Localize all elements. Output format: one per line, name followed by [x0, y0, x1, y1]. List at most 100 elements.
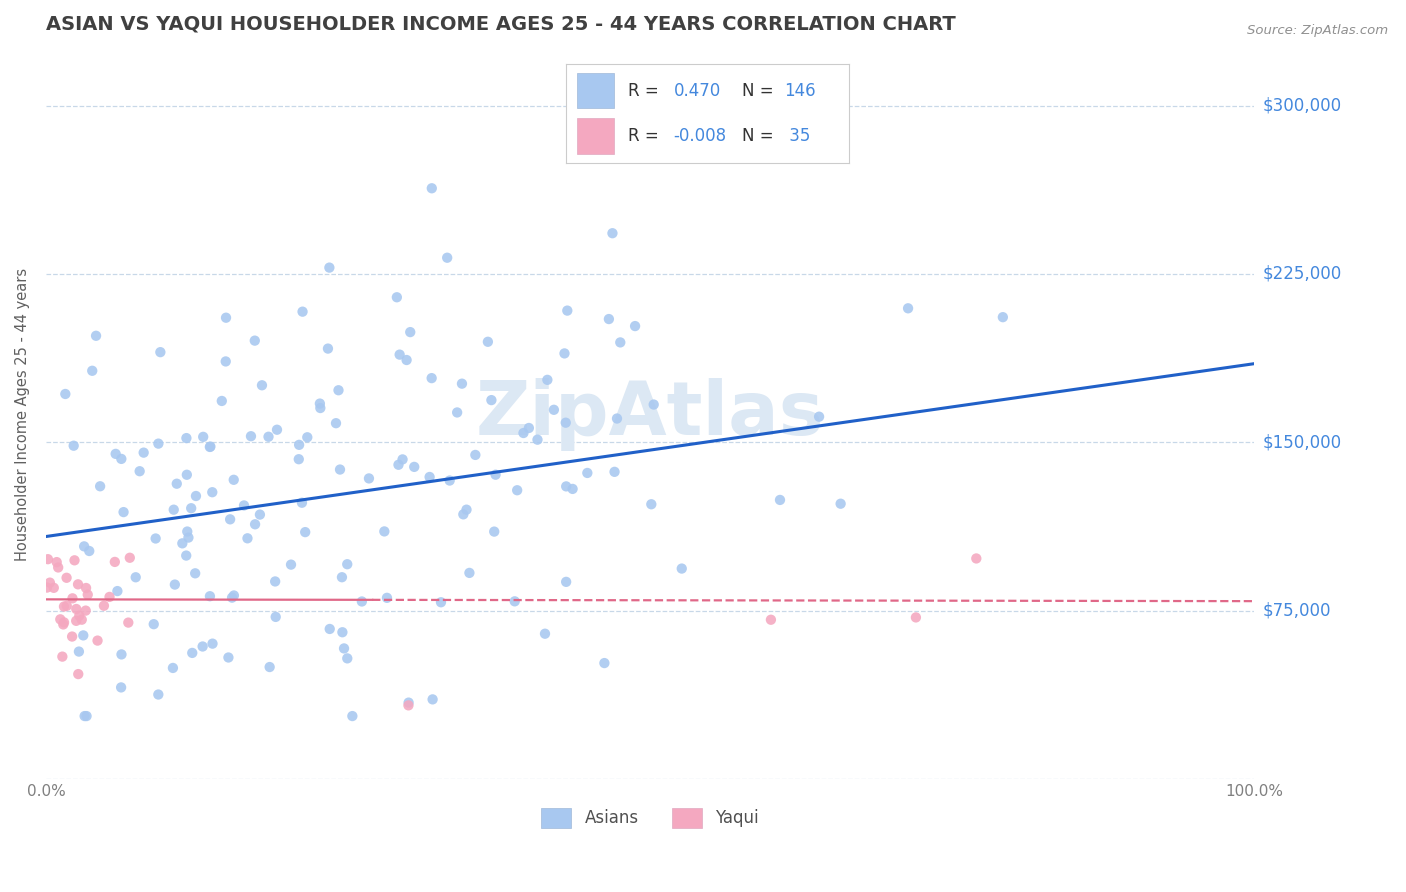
Point — [118, 550, 141, 565]
Point — [396, 698, 419, 713]
Point — [35, 581, 58, 595]
Point — [219, 512, 242, 526]
Point — [419, 470, 441, 484]
Point — [264, 574, 287, 589]
Point — [132, 445, 155, 459]
Point — [606, 411, 628, 425]
Point — [534, 626, 557, 640]
Point — [201, 485, 224, 500]
Point — [439, 474, 461, 488]
Text: $300,000: $300,000 — [1263, 96, 1341, 114]
Point — [464, 448, 486, 462]
Point — [603, 465, 626, 479]
Point — [329, 462, 352, 476]
Point — [211, 394, 233, 409]
Point — [897, 301, 920, 316]
Point — [554, 416, 576, 430]
Point — [65, 602, 87, 616]
Y-axis label: Householder Income Ages 25 - 44 years: Householder Income Ages 25 - 44 years — [15, 268, 30, 561]
Point — [484, 524, 506, 539]
Point — [398, 696, 420, 710]
Point — [336, 558, 359, 572]
Point — [84, 328, 107, 343]
Point — [222, 589, 245, 603]
Point — [243, 334, 266, 348]
Point — [176, 524, 198, 539]
Point — [288, 438, 311, 452]
Point — [759, 613, 782, 627]
Point — [198, 440, 221, 454]
Point — [166, 476, 188, 491]
Point — [309, 401, 332, 415]
Point — [46, 560, 69, 574]
Point — [77, 544, 100, 558]
Point — [243, 517, 266, 532]
Point — [456, 502, 478, 516]
Point — [148, 688, 170, 702]
Point — [536, 373, 558, 387]
Point — [328, 384, 350, 398]
Point — [477, 334, 499, 349]
Point — [215, 310, 238, 325]
Point — [93, 599, 115, 613]
Point — [145, 532, 167, 546]
Point — [291, 496, 314, 510]
Point — [98, 590, 121, 604]
Point — [49, 612, 72, 626]
Point — [671, 561, 693, 575]
Point — [53, 387, 76, 401]
Text: $225,000: $225,000 — [1263, 265, 1341, 283]
Point — [420, 371, 443, 385]
Point — [350, 594, 373, 608]
Point — [55, 599, 77, 613]
Point — [67, 667, 90, 681]
Point — [643, 398, 665, 412]
Point — [375, 591, 398, 605]
Point — [176, 467, 198, 482]
Point — [395, 353, 418, 368]
Point — [184, 566, 207, 581]
Point — [609, 335, 631, 350]
Point — [76, 709, 98, 723]
Point — [624, 319, 647, 334]
Point — [399, 325, 422, 339]
Point — [215, 354, 238, 368]
Point — [181, 646, 204, 660]
Point — [512, 425, 534, 440]
Point — [451, 376, 474, 391]
Point — [391, 452, 413, 467]
Point — [280, 558, 302, 572]
Point — [316, 342, 339, 356]
Text: Source: ZipAtlas.com: Source: ZipAtlas.com — [1247, 24, 1388, 37]
Point — [506, 483, 529, 498]
Point — [526, 433, 548, 447]
Point — [259, 660, 281, 674]
Point — [422, 692, 444, 706]
Point — [55, 571, 77, 585]
Point — [236, 531, 259, 545]
Point — [104, 447, 127, 461]
Point — [769, 492, 792, 507]
Point — [65, 614, 87, 628]
Point — [264, 610, 287, 624]
Point — [420, 181, 443, 195]
Point — [808, 409, 831, 424]
Point — [63, 553, 86, 567]
Point — [148, 436, 170, 450]
Point — [180, 501, 202, 516]
Point — [37, 552, 59, 566]
Point — [66, 577, 89, 591]
Point — [75, 581, 97, 595]
Point — [110, 451, 132, 466]
Point — [555, 303, 578, 318]
Point — [105, 584, 128, 599]
Point — [318, 260, 340, 275]
Text: $75,000: $75,000 — [1263, 601, 1331, 620]
Point — [266, 423, 288, 437]
Point — [86, 633, 108, 648]
Point — [517, 421, 540, 435]
Point — [191, 640, 214, 654]
Point — [184, 489, 207, 503]
Point — [330, 570, 353, 584]
Point — [172, 536, 194, 550]
